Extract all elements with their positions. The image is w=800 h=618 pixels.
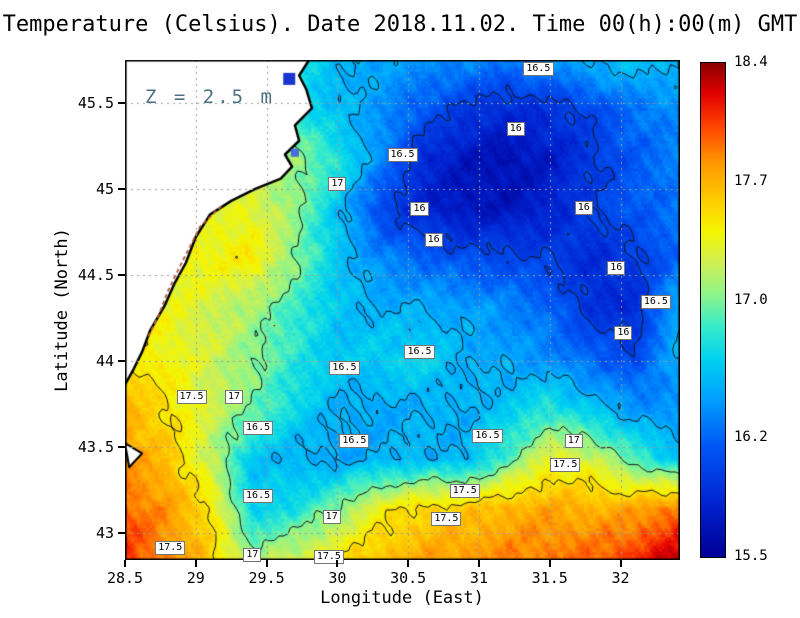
contour-label: 16 [574,200,593,215]
x-tick-mark [548,560,551,567]
contour-label: 17.5 [313,549,344,564]
contour-label: 16.5 [640,295,671,310]
x-tick-label: 29.5 [248,569,285,587]
x-tick-mark [194,560,197,567]
y-tick-mark [118,101,125,104]
x-tick-label: 32 [611,569,630,587]
colorbar-tick-label: 18.4 [734,54,768,70]
y-tick-mark [118,531,125,534]
contour-label: 17.5 [431,511,462,526]
colorbar-tick-label: 17.0 [734,292,768,309]
contour-label: 16 [424,233,443,248]
x-tick-label: 31 [469,569,488,587]
x-tick-mark [124,560,126,567]
y-tick-label: 44.5 [77,265,114,284]
x-tick-mark [407,560,410,567]
contour-label: 17.5 [449,484,480,499]
contour-label: 17.5 [550,458,581,473]
depth-annotation: Z = 2.5 m [145,86,275,108]
x-tick-label: 31.5 [531,569,568,587]
x-tick-label: 30.5 [390,569,427,587]
x-tick-label: 30 [328,569,347,587]
colorbar-gradient-canvas [701,63,725,557]
y-tick-label: 43.5 [77,437,114,456]
contour-label: 16 [607,260,626,275]
x-tick-mark [477,560,480,567]
y-tick-label: 45 [95,179,114,198]
contour-label: 16 [614,326,633,341]
contour-labels-layer: 16.5 16 16.5 17 16 16 16 16 16.5 16 16.5 16.5 17.5 17… [125,60,680,564]
contour-label: 17.5 [176,389,207,404]
contour-label: 17 [243,547,262,562]
x-tick-mark [336,560,339,567]
y-tick-label: 43 [95,523,114,542]
y-tick-mark [118,359,125,362]
contour-label: 16.5 [339,434,370,449]
contour-label: 17 [322,510,341,525]
colorbar [700,62,726,558]
contour-label: 17 [564,434,583,449]
y-tick-label: 45.5 [77,93,114,112]
contour-label: 16 [410,202,429,217]
y-tick-mark [118,445,125,448]
contour-label: 16.5 [523,61,554,76]
contour-label: 16.5 [243,420,274,435]
contour-label: 16.5 [329,360,360,375]
y-tick-mark [118,273,125,276]
colorbar-tick-label: 15.5 [734,548,768,564]
colorbar-tick-label: 17.7 [734,173,768,190]
x-axis-title: Longitude (East) [320,588,484,608]
contour-label: 16.5 [472,429,503,444]
contour-label: 17 [328,176,347,191]
y-tick-mark [118,187,125,190]
contour-label: 17.5 [155,540,186,555]
x-tick-mark [265,560,268,567]
plot-area: 16.5 16 16.5 17 16 16 16 16 16.5 16 16.5 16.5 17.5 17… [125,60,680,564]
y-tick-label: 44 [95,351,114,370]
contour-label: 16.5 [243,489,274,504]
contour-label: 16 [506,121,525,136]
figure-title: Temperature (Celsius). Date 2018.11.02. … [2,12,798,37]
colorbar-tick-label: 16.2 [734,428,768,445]
contour-label: 16.5 [404,345,435,360]
contour-label: 17 [224,389,244,404]
x-tick-label: 29 [186,569,205,587]
temperature-map-canvas [125,60,680,560]
x-tick-label: 28.5 [106,569,144,587]
contour-label: 16.5 [387,147,418,162]
x-tick-mark [619,560,622,567]
